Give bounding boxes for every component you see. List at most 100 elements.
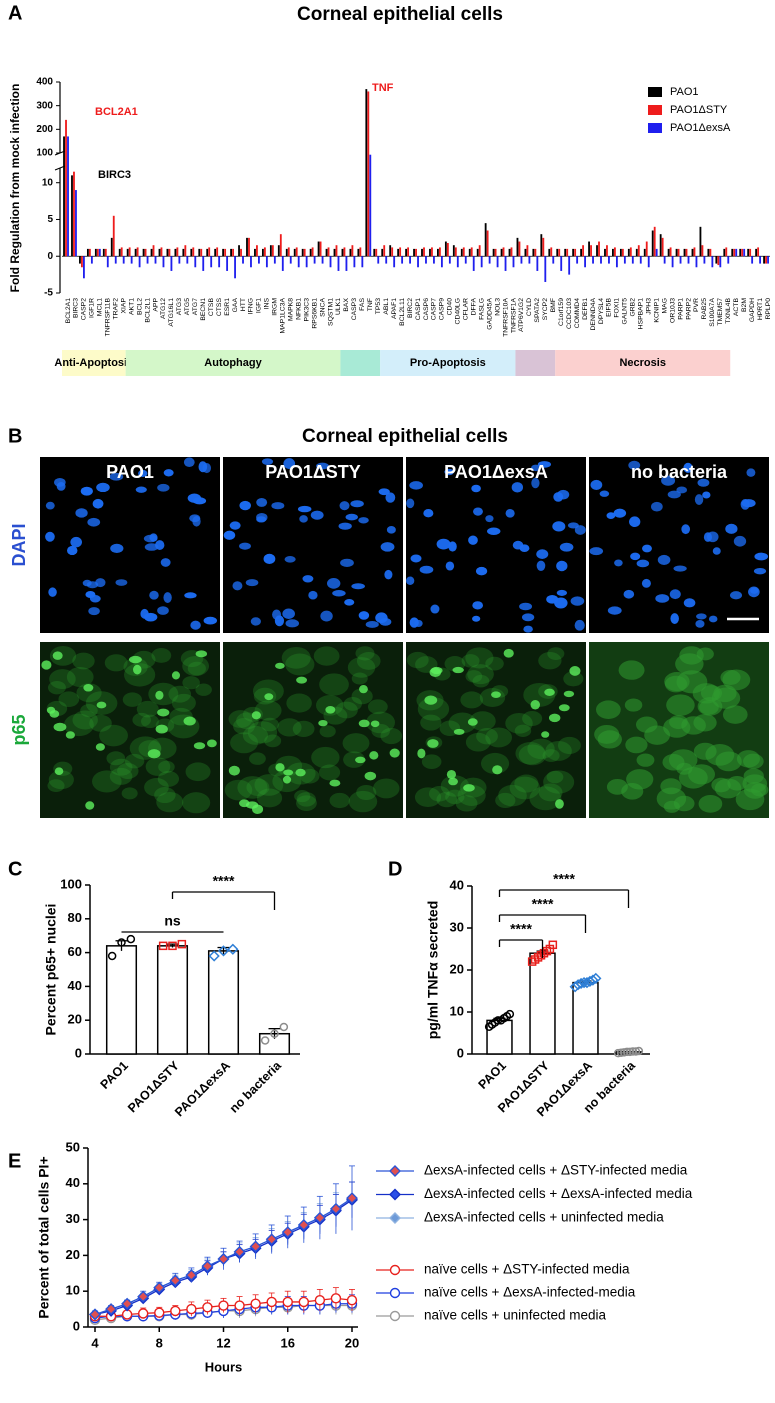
cell bbox=[465, 732, 491, 752]
y-axis-label: Percent p65+ nuclei bbox=[43, 904, 59, 1036]
cell bbox=[624, 698, 643, 712]
bar bbox=[425, 256, 427, 264]
data-point bbox=[298, 1296, 310, 1308]
gene-label: TXNL4B bbox=[725, 298, 732, 324]
cell bbox=[254, 700, 282, 721]
data-point bbox=[227, 943, 239, 955]
cell bbox=[495, 792, 516, 809]
gene-label: ESR1 bbox=[224, 298, 231, 316]
x-tick-label: 16 bbox=[281, 1335, 295, 1350]
bar bbox=[759, 256, 762, 264]
bar bbox=[661, 237, 664, 257]
bar bbox=[691, 248, 694, 257]
group-band bbox=[62, 350, 126, 376]
data-point bbox=[234, 1300, 245, 1311]
bar bbox=[377, 256, 380, 264]
bar bbox=[512, 256, 515, 268]
bar bbox=[741, 248, 744, 257]
nucleus bbox=[95, 743, 105, 751]
column-label: PAO1 bbox=[106, 462, 154, 482]
data-point bbox=[313, 1211, 326, 1224]
bar bbox=[488, 256, 491, 264]
nucleus bbox=[548, 713, 561, 723]
y-tick-label: -5 bbox=[44, 288, 53, 299]
nucleus bbox=[558, 704, 570, 712]
nucleus bbox=[85, 801, 95, 810]
nucleus bbox=[623, 589, 635, 599]
bar bbox=[265, 256, 268, 268]
bar bbox=[238, 245, 240, 257]
nucleus bbox=[613, 508, 627, 518]
data-point bbox=[218, 1300, 229, 1311]
cell bbox=[63, 713, 94, 737]
nucleus bbox=[536, 549, 549, 559]
bar bbox=[397, 248, 400, 257]
gene-label: ATG3 bbox=[176, 298, 183, 315]
bar bbox=[186, 256, 189, 264]
gene-label: RPLP0 bbox=[765, 298, 772, 320]
y-axis-label: pg/ml TNFα secreted bbox=[425, 901, 441, 1040]
gene-label: BECN1 bbox=[200, 298, 207, 321]
bar bbox=[723, 248, 726, 257]
nucleus bbox=[83, 684, 94, 692]
bar bbox=[703, 256, 706, 264]
data-point bbox=[186, 1303, 197, 1315]
gene-label: ATG16L1 bbox=[168, 298, 175, 327]
data-point bbox=[153, 1281, 166, 1294]
bar bbox=[174, 248, 177, 257]
bar bbox=[751, 256, 754, 264]
bar bbox=[234, 256, 236, 279]
bar bbox=[526, 245, 529, 257]
bar bbox=[96, 248, 99, 257]
nucleus bbox=[473, 507, 483, 516]
gene-label: TP53 bbox=[375, 298, 382, 314]
cell bbox=[233, 718, 255, 735]
nucleus bbox=[283, 769, 294, 776]
cell bbox=[543, 770, 575, 794]
nucleus bbox=[271, 502, 285, 510]
bar bbox=[333, 248, 336, 257]
gene-label: PARP2 bbox=[685, 298, 692, 320]
nucleus bbox=[536, 560, 546, 571]
column-label: no bacteria bbox=[631, 462, 728, 482]
nucleus bbox=[339, 501, 350, 511]
bar bbox=[293, 248, 296, 257]
bar bbox=[504, 256, 507, 271]
bar bbox=[695, 256, 698, 268]
annotation: BIRC3 bbox=[98, 169, 131, 181]
data-point bbox=[279, 1022, 289, 1032]
bar bbox=[520, 256, 523, 264]
bar bbox=[645, 241, 648, 257]
row-label: DAPI bbox=[9, 523, 29, 566]
nucleus bbox=[729, 591, 743, 600]
bar bbox=[669, 247, 672, 257]
cell bbox=[743, 782, 767, 799]
nucleus bbox=[355, 756, 366, 764]
nucleus bbox=[657, 554, 671, 565]
cell bbox=[515, 742, 546, 765]
bar bbox=[604, 248, 606, 257]
data-point bbox=[297, 1219, 310, 1231]
data-point bbox=[270, 1029, 279, 1038]
bar bbox=[444, 241, 447, 257]
bar bbox=[582, 245, 585, 257]
x-tick-label: 8 bbox=[156, 1335, 163, 1350]
nucleus bbox=[155, 724, 168, 734]
bar bbox=[106, 256, 109, 268]
bar bbox=[733, 248, 736, 257]
bar bbox=[480, 256, 483, 268]
cell bbox=[440, 775, 470, 797]
cell bbox=[316, 695, 344, 716]
cell bbox=[461, 654, 480, 668]
cell bbox=[182, 655, 210, 677]
bar bbox=[468, 248, 471, 257]
bar bbox=[478, 245, 481, 257]
gene-label: CASP7 bbox=[431, 298, 438, 321]
group-label: Pro-Apoptosis bbox=[410, 357, 486, 369]
bar bbox=[564, 248, 567, 257]
gene-label: EIF5B bbox=[606, 298, 613, 317]
bar bbox=[190, 248, 193, 257]
nucleus bbox=[308, 590, 318, 600]
legend-marker bbox=[389, 1188, 401, 1201]
bar bbox=[126, 248, 129, 257]
